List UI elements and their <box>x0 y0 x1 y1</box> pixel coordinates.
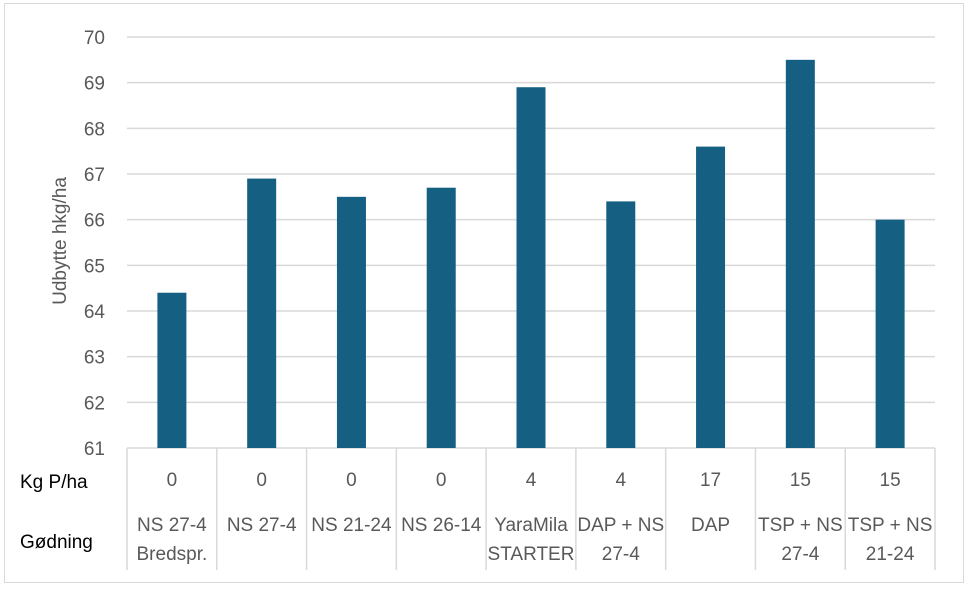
bar <box>696 146 726 448</box>
x-category-label: NS 27-4 <box>227 515 297 536</box>
x-category-label: 21-24 <box>866 544 915 565</box>
x-category-label: DAP <box>691 515 730 536</box>
x-category-label: TSP + NS <box>848 515 933 536</box>
y-tick-label: 68 <box>84 119 105 140</box>
x-category-label: 27-4 <box>602 544 640 565</box>
y-tick-label: 63 <box>84 348 105 369</box>
table-row-header: Gødning <box>20 532 93 553</box>
table-cell-kg-p: 15 <box>790 470 811 491</box>
table-cell-kg-p: 4 <box>615 470 626 491</box>
x-category-label: YaraMila <box>494 515 568 536</box>
table-cell-kg-p: 0 <box>256 470 267 491</box>
bar <box>606 201 636 448</box>
x-category-label: 27-4 <box>781 544 819 565</box>
y-tick-label: 70 <box>84 28 105 49</box>
table-row-header: Kg P/ha <box>20 472 88 493</box>
y-tick-label: 65 <box>84 256 105 277</box>
y-tick-label: 61 <box>84 439 105 460</box>
x-category-label: DAP + NS <box>577 515 664 536</box>
y-tick-label: 69 <box>84 74 105 95</box>
bar <box>157 292 187 448</box>
table-cell-kg-p: 0 <box>346 470 357 491</box>
x-category-label: Bredspr. <box>137 544 208 565</box>
y-axis-label: Udbytte hkg/ha <box>50 177 71 305</box>
bar-chart: 61 62 63 64 65 66 67 68 69 70 Kg P/ha Gødning 0 0 0 0 4… <box>20 28 936 570</box>
x-category-label: NS 26-14 <box>401 515 482 536</box>
bar <box>247 178 277 449</box>
y-tick-label: 64 <box>84 302 106 323</box>
table-cell-kg-p: 15 <box>880 470 901 491</box>
bar <box>875 219 905 448</box>
bar <box>426 187 456 448</box>
bar <box>336 196 366 448</box>
y-tick-label: 62 <box>84 393 105 414</box>
x-category-label: NS 21-24 <box>311 515 392 536</box>
y-tick-label: 67 <box>84 165 105 186</box>
bar <box>785 59 815 448</box>
table-cell-kg-p: 0 <box>436 470 447 491</box>
x-category-label: STARTER <box>488 544 575 565</box>
table-cell-kg-p: 4 <box>526 470 537 491</box>
bar <box>516 87 546 448</box>
chart-area[interactable]: 61 62 63 64 65 66 67 68 69 70 Kg P/ha Gødning 0 0 0 0 4… <box>4 3 964 583</box>
x-category-label: NS 27-4 <box>137 515 207 536</box>
y-tick-label: 66 <box>84 211 105 232</box>
table-cell-kg-p: 17 <box>700 470 721 491</box>
table-cell-kg-p: 0 <box>167 470 178 491</box>
x-category-label: TSP + NS <box>758 515 843 536</box>
